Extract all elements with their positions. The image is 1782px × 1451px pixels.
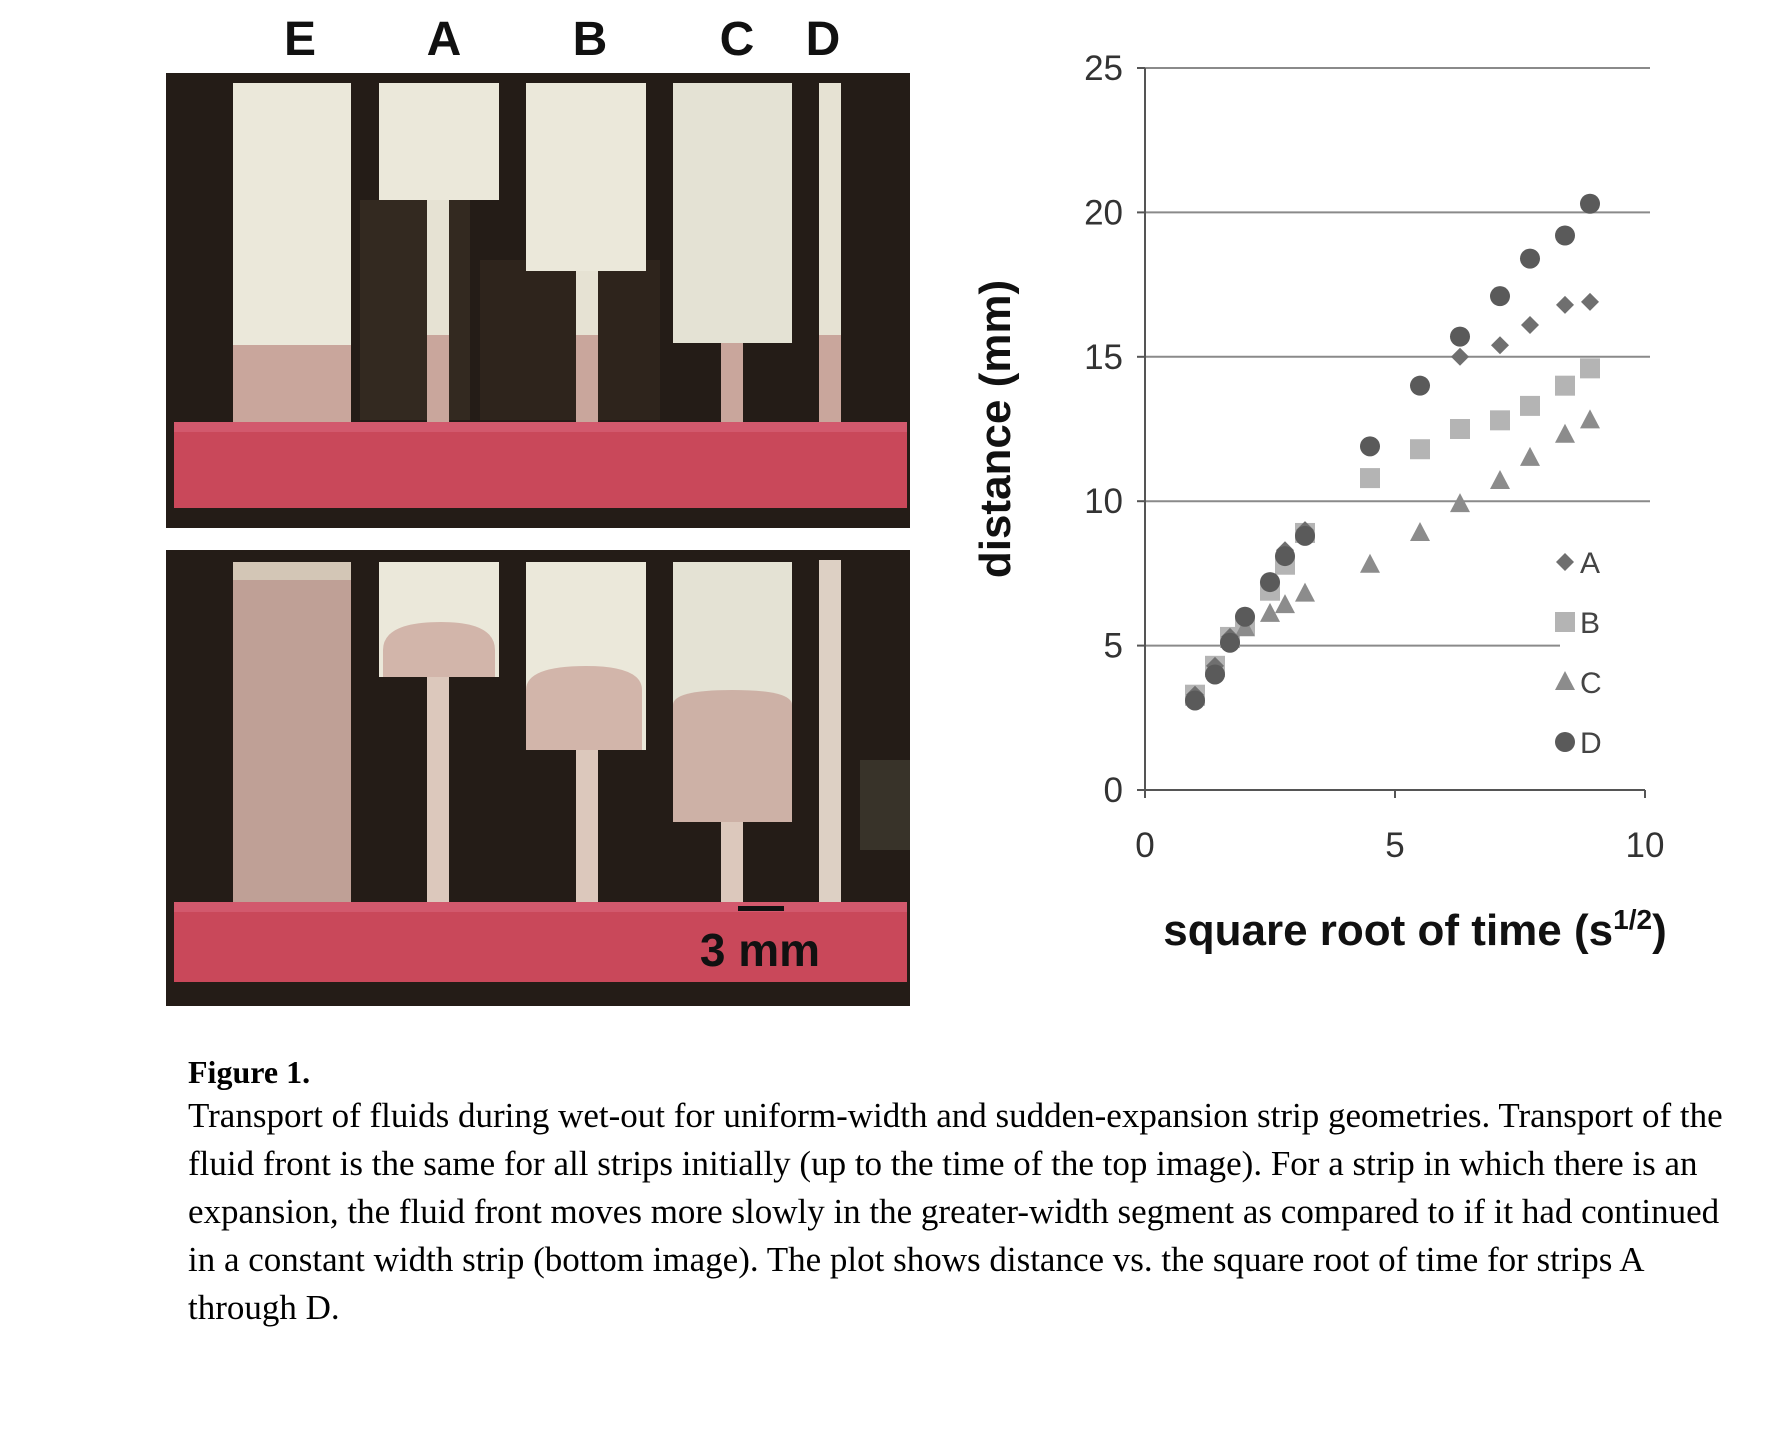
x-tick-label-5: 5 xyxy=(1385,826,1404,865)
point-d-12 xyxy=(1555,225,1575,246)
legend-label-a: A xyxy=(1580,547,1600,580)
strip-b-top-wide xyxy=(526,83,646,271)
point-a-11 xyxy=(1581,292,1599,311)
legend-label-c: C xyxy=(1580,667,1602,700)
point-d-3 xyxy=(1235,606,1255,627)
point-d-13 xyxy=(1580,193,1600,214)
strip-c-bottom-front xyxy=(673,690,792,822)
scale-bar xyxy=(738,906,784,911)
caption-body: Transport of fluids during wet-out for u… xyxy=(188,1096,1723,1327)
point-c-6 xyxy=(1295,582,1315,602)
point-a-9 xyxy=(1521,316,1539,335)
point-c-7 xyxy=(1360,553,1380,573)
point-c-9 xyxy=(1450,493,1470,513)
point-b-12 xyxy=(1555,375,1575,396)
y-tick-label-5: 5 xyxy=(1104,627,1123,666)
point-c-8 xyxy=(1410,521,1430,541)
point-d-11 xyxy=(1520,248,1540,269)
point-b-9 xyxy=(1450,419,1470,439)
strip-d-top xyxy=(819,83,841,335)
figure-caption: Figure 1. Transport of fluids during wet… xyxy=(188,1052,1728,1332)
point-b-10 xyxy=(1490,410,1510,431)
strip-c-top-narrow xyxy=(721,343,743,425)
point-c-3 xyxy=(1235,617,1255,637)
point-d-2 xyxy=(1220,632,1240,653)
tick-labels: 0 5 10 15 20 25 0 5 10 xyxy=(1084,49,1664,865)
legend-label-d: D xyxy=(1580,727,1602,760)
x-axis-title-main: square root of time (s xyxy=(1163,906,1613,955)
strip-e-bottom xyxy=(233,562,351,902)
y-tick-label-0: 0 xyxy=(1104,771,1123,810)
point-c-5 xyxy=(1275,594,1295,614)
strip-label-b: B xyxy=(573,13,608,66)
point-a-7 xyxy=(1451,347,1469,366)
data-points xyxy=(1185,193,1600,711)
point-d-6 xyxy=(1295,525,1315,546)
point-c-4 xyxy=(1260,602,1280,622)
strip-e-top xyxy=(233,83,351,345)
axes xyxy=(1137,67,1646,798)
point-a-8 xyxy=(1491,336,1509,355)
scale-bar-label: 3 mm xyxy=(700,924,820,976)
top-reservoir xyxy=(174,422,907,508)
bottom-photo: 3 mm xyxy=(166,550,910,1006)
point-b-13 xyxy=(1580,358,1600,379)
x-axis-title-suffix: ) xyxy=(1652,906,1667,955)
caption-title: Figure 1. xyxy=(188,1054,311,1090)
point-b-7 xyxy=(1360,468,1380,489)
strip-a-bottom-narrow xyxy=(427,677,449,902)
y-tick-label-10: 10 xyxy=(1084,482,1123,521)
strip-b-bottom-narrow xyxy=(576,750,598,902)
top-photo xyxy=(166,73,910,528)
x-axis-title: square root of time (s1/2) xyxy=(1163,904,1666,955)
strip-label-e: E xyxy=(284,13,316,66)
y-axis-title: distance (mm) xyxy=(971,280,1020,578)
strip-label-a: A xyxy=(427,13,462,66)
strip-d-bottom xyxy=(819,560,841,902)
point-a-10 xyxy=(1556,295,1574,314)
strip-c-top-wide xyxy=(673,83,792,343)
point-c-10 xyxy=(1490,469,1510,489)
point-b-11 xyxy=(1520,395,1540,416)
point-c-13 xyxy=(1580,409,1600,429)
point-d-8 xyxy=(1410,375,1430,396)
strip-a-top-narrow xyxy=(427,200,449,335)
point-d-0 xyxy=(1185,690,1205,711)
strip-label-c: C xyxy=(720,13,755,66)
point-d-4 xyxy=(1260,572,1280,593)
point-d-9 xyxy=(1450,326,1470,347)
point-b-8 xyxy=(1410,439,1430,460)
point-d-7 xyxy=(1360,436,1380,457)
point-d-5 xyxy=(1275,546,1295,567)
point-d-10 xyxy=(1490,286,1510,307)
bottom-reservoir xyxy=(174,902,907,982)
legend-label-b: B xyxy=(1580,607,1600,640)
strip-b-top-narrow xyxy=(576,271,598,335)
strip-a-top-wide xyxy=(379,83,499,200)
x-tick-label-10: 10 xyxy=(1626,826,1665,865)
photo-panel: E A B C D xyxy=(0,0,950,1010)
grid-lines xyxy=(1145,67,1650,647)
legend-marker-b xyxy=(1555,612,1575,632)
strip-c-bottom-narrow xyxy=(721,822,743,902)
legend-marker-a xyxy=(1556,553,1574,571)
y-tick-label-25: 25 xyxy=(1084,49,1123,88)
x-tick-label-0: 0 xyxy=(1135,826,1154,865)
point-d-1 xyxy=(1205,664,1225,685)
point-c-11 xyxy=(1520,446,1540,466)
y-tick-label-15: 15 xyxy=(1084,338,1123,377)
strip-label-d: D xyxy=(806,13,841,66)
point-c-12 xyxy=(1555,423,1575,443)
strip-a-bottom-front xyxy=(383,622,495,677)
legend-marker-d xyxy=(1555,732,1575,752)
y-tick-label-20: 20 xyxy=(1084,193,1123,232)
legend-marker-c xyxy=(1555,671,1575,690)
strip-b-bottom-front xyxy=(526,666,642,750)
photo-svg: E A B C D xyxy=(166,13,910,1006)
strip-e-top-wetted xyxy=(233,345,351,425)
x-axis-title-superscript: 1/2 xyxy=(1613,904,1652,935)
